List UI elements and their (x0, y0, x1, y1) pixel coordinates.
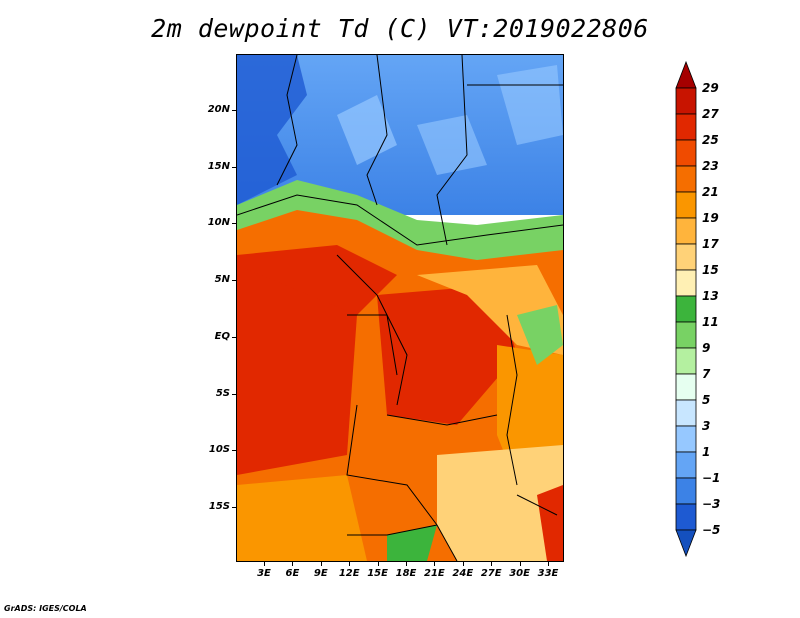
lat-tick (232, 393, 237, 395)
colorbar-label: 15 (702, 263, 719, 277)
lat-label: 10N (207, 217, 230, 229)
colorbar-segment (675, 87, 697, 115)
colorbar-label: 21 (702, 185, 719, 199)
colorbar-segment (675, 321, 697, 349)
lat-tick (232, 280, 237, 282)
colorbar-segment (675, 243, 697, 271)
colorbar-label: 7 (702, 367, 711, 381)
colorbar-label: 9 (702, 341, 711, 355)
colorbar-label: 27 (702, 107, 719, 121)
lon-tick (519, 561, 521, 566)
lon-label: 18E (395, 568, 417, 579)
lat-tick (232, 336, 237, 338)
lon-tick (320, 561, 322, 566)
dewpoint-map (236, 54, 564, 562)
map-title: 2m dewpoint Td (C) VT:2019022806 (151, 14, 649, 43)
colorbar-label: 1 (702, 445, 711, 459)
grads-credit: GrADS: IGES/COLA (4, 604, 87, 613)
lon-tick (264, 561, 265, 566)
lat-label: 15N (207, 160, 230, 172)
colorbar-segment (675, 373, 697, 401)
lat-tick (232, 223, 237, 225)
colorbar-segment (675, 295, 697, 323)
colorbar-segment (675, 503, 697, 531)
colorbar-segment (675, 165, 697, 193)
colorbar-segment (675, 269, 697, 297)
lon-tick (377, 561, 379, 566)
lon-tick (349, 561, 351, 566)
colorbar-segment (675, 477, 697, 505)
lat-tick (232, 166, 237, 168)
colorbar-segment (675, 347, 697, 375)
dewpoint-field (237, 55, 563, 561)
colorbar-label: 29 (702, 81, 719, 95)
lat-label: 20N (207, 104, 230, 115)
colorbar-label: 11 (702, 315, 719, 329)
colorbar-segment (675, 399, 697, 427)
lat-tick (232, 110, 237, 111)
colorbar-label: 3 (702, 419, 711, 433)
colorbar-segment (675, 191, 697, 219)
colorbar-label: −5 (702, 523, 721, 537)
lon-tick (406, 561, 407, 566)
lon-label: 12E (338, 568, 360, 579)
lat-tick (232, 450, 237, 452)
colorbar-bottom-arrow (675, 529, 697, 558)
colorbar-segment (675, 451, 697, 479)
colorbar-label: 23 (702, 159, 719, 173)
lon-tick (491, 561, 493, 566)
lon-label: 15E (367, 568, 388, 579)
lon-label: 9E (313, 568, 328, 579)
colorbar-label: −3 (702, 497, 721, 511)
colorbar-label: −1 (702, 471, 721, 485)
colorbar-label: 25 (702, 133, 719, 147)
colorbar-label: 5 (702, 393, 711, 407)
lon-tick (292, 561, 294, 566)
colorbar-segment (675, 425, 697, 453)
lat-label: 15S (208, 500, 230, 512)
lat-label: 5N (214, 274, 230, 286)
colorbar-segment (675, 139, 697, 167)
lon-label: 24E (452, 568, 474, 579)
colorbar-top-arrow (675, 60, 697, 89)
colorbar-segment (675, 217, 697, 245)
lon-tick (434, 561, 436, 566)
colorbar-label: 13 (702, 289, 719, 303)
colorbar-segment (675, 113, 697, 141)
lon-tick (548, 561, 549, 566)
lat-label: EQ (214, 330, 230, 342)
lat-tick (232, 506, 237, 508)
lon-label: 27E (480, 568, 502, 579)
lon-label: 6E (285, 568, 300, 579)
colorbar-label: 17 (702, 237, 719, 251)
colorbar-label: 19 (702, 211, 719, 225)
colorbar (675, 60, 697, 558)
lon-tick (462, 561, 464, 566)
lon-label: 33E (537, 568, 559, 579)
lon-label: 21E (424, 568, 445, 579)
lat-label: 5S (215, 387, 230, 399)
lat-label: 10S (208, 444, 230, 456)
lon-label: 30E (509, 568, 530, 579)
lon-label: 3E (257, 568, 271, 579)
